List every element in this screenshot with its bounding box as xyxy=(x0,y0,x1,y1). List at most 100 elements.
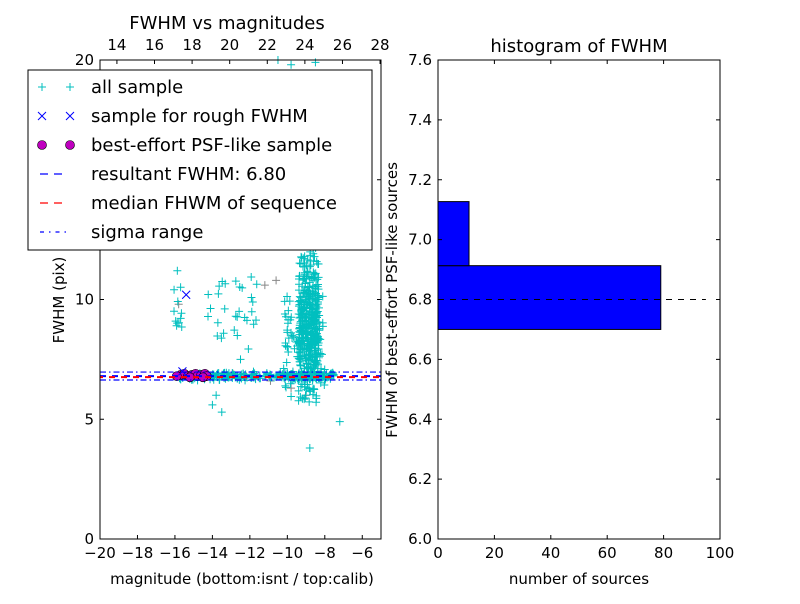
legend-circle-icon xyxy=(37,140,47,150)
all-sample-point xyxy=(220,304,229,313)
all-sample-point xyxy=(309,384,318,393)
all-sample-point xyxy=(294,302,303,311)
top-x-tick-label: 24 xyxy=(295,36,314,54)
all-sample-point xyxy=(316,364,325,373)
all-sample-point xyxy=(288,334,297,343)
all-sample-point xyxy=(279,364,288,373)
y-tick-label: 5 xyxy=(84,410,94,428)
all-sample-point xyxy=(296,361,305,370)
gray-point xyxy=(260,281,269,290)
all-sample-point xyxy=(248,298,257,307)
all-sample-point xyxy=(312,257,321,266)
all-sample-point xyxy=(300,351,309,360)
histogram-ylabel: FWHM of best-effort PSF-like sources xyxy=(383,162,401,438)
all-sample-point xyxy=(295,259,304,268)
all-sample-point xyxy=(311,296,320,305)
histogram-xlabel: number of sources xyxy=(509,570,649,588)
all-sample-point xyxy=(300,382,309,391)
scatter-title: FWHM vs magnitudes xyxy=(129,13,324,34)
all-sample-point xyxy=(283,292,292,301)
all-sample-point xyxy=(309,336,318,345)
top-x-tick-label: 16 xyxy=(145,36,164,54)
x-tick-label: −12 xyxy=(234,544,266,562)
legend-label: sigma range xyxy=(91,222,203,243)
histogram-title: histogram of FWHM xyxy=(490,36,667,57)
rough-sample-point xyxy=(178,366,187,376)
gray-point xyxy=(272,276,281,285)
y-tick-label: 7.2 xyxy=(408,171,432,189)
scatter-ylabel: FWHM (pix) xyxy=(50,257,68,344)
all-sample-point xyxy=(311,330,320,339)
all-sample-point xyxy=(206,304,215,313)
all-sample-point xyxy=(298,345,307,354)
all-sample-point xyxy=(236,355,245,364)
all-sample-point xyxy=(295,369,304,378)
all-sample-point xyxy=(305,303,314,312)
y-tick-label: 6.0 xyxy=(408,530,432,548)
all-sample-point xyxy=(217,408,226,417)
y-tick-label: 6.2 xyxy=(408,470,432,488)
all-sample-point xyxy=(287,60,296,69)
all-sample-point xyxy=(298,316,307,325)
all-sample-point xyxy=(294,337,303,346)
x-tick-label: 40 xyxy=(541,544,560,562)
all-sample-point xyxy=(281,339,290,348)
all-sample-point xyxy=(310,315,319,324)
all-sample-point xyxy=(204,312,213,321)
all-sample-point xyxy=(304,360,313,369)
all-sample-point xyxy=(313,307,322,316)
all-sample-point xyxy=(309,268,318,277)
rough-sample-point xyxy=(181,290,191,300)
legend-x-icon xyxy=(65,111,75,121)
all-sample-point xyxy=(177,323,186,332)
legend-label: all sample xyxy=(91,77,183,98)
x-tick-label: −6 xyxy=(351,544,373,562)
all-sample-point xyxy=(300,262,309,271)
all-sample-point xyxy=(208,400,217,409)
y-tick-label: 6.4 xyxy=(408,410,432,428)
all-sample-point xyxy=(312,391,321,400)
y-tick-label: 0 xyxy=(84,530,94,548)
all-sample-point xyxy=(284,306,293,315)
legend-box xyxy=(27,69,373,251)
all-sample-point xyxy=(293,341,302,350)
all-sample-point xyxy=(287,392,296,401)
all-sample-point xyxy=(302,320,311,329)
histogram-panel: 0 20 40 60 80 1006.06.26.46.66.87.07.27.47.6 … xyxy=(383,36,734,588)
all-sample-point xyxy=(301,312,310,321)
x-tick-label: −10 xyxy=(272,544,304,562)
all-sample-point xyxy=(296,326,305,335)
y-tick-label: 7.4 xyxy=(408,111,432,129)
all-sample-point xyxy=(280,309,289,318)
all-sample-point xyxy=(305,443,314,452)
all-sample-point xyxy=(172,321,181,330)
x-tick-label: 0 xyxy=(433,544,443,562)
all-sample-point xyxy=(302,304,311,313)
all-sample-point xyxy=(301,295,310,304)
all-sample-point xyxy=(313,280,322,289)
all-sample-point xyxy=(173,266,182,275)
y-tick-label: 7.6 xyxy=(408,51,432,69)
all-sample-point xyxy=(314,303,323,312)
all-sample-point xyxy=(215,282,224,291)
x-tick-label: −14 xyxy=(197,544,229,562)
y-tick-label: 7.0 xyxy=(408,231,432,249)
x-tick-label: −18 xyxy=(122,544,154,562)
scatter-ticks: −20 −18 −16 −14 −12 −10 −8 −6 14 16 18 20 22 24 26 28 0 5… xyxy=(75,36,390,562)
y-tick-label: 6.8 xyxy=(408,291,432,309)
x-tick-label: 80 xyxy=(654,544,673,562)
all-sample-point xyxy=(297,330,306,339)
y-tick-label: 6.6 xyxy=(408,350,432,368)
all-sample-point xyxy=(310,348,319,357)
all-sample-point xyxy=(204,290,213,299)
legend-x-icon xyxy=(37,111,47,121)
all-sample-point xyxy=(304,291,313,300)
all-sample-point xyxy=(318,322,327,331)
all-sample-point xyxy=(311,344,320,353)
all-sample-point xyxy=(315,326,324,335)
all-sample-point xyxy=(293,352,302,361)
all-sample-point xyxy=(296,361,305,370)
all-sample-point xyxy=(240,313,249,322)
hlines xyxy=(100,371,381,381)
